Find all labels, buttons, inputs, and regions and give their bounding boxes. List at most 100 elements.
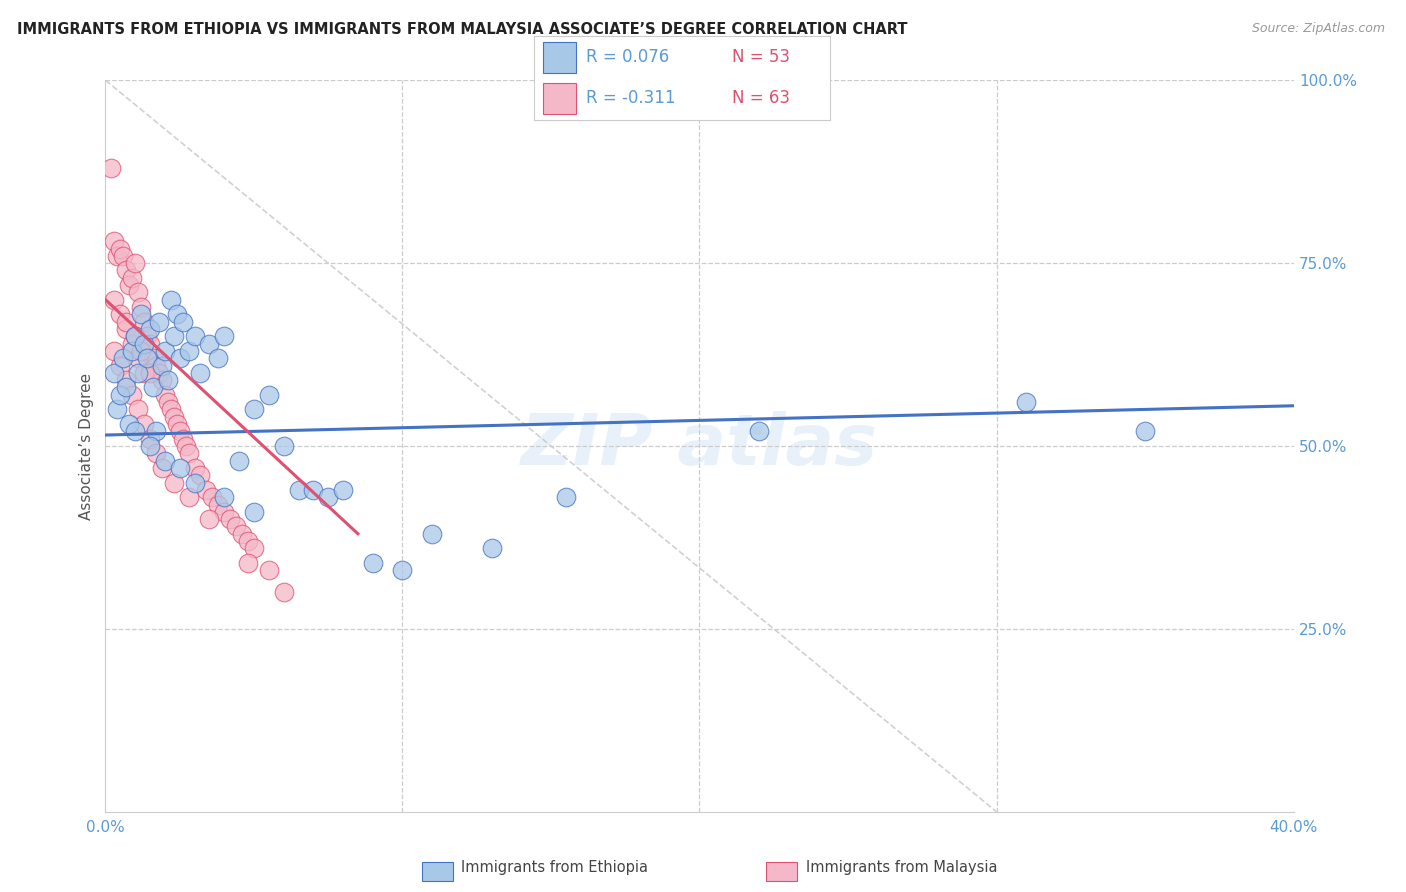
Point (183, 475, 205, 490)
Point (121, 343, 143, 358)
Point (148, 315, 170, 329)
Point (127, 366, 149, 380)
Point (316, 490, 339, 504)
Bar (543, 43, 575, 73)
Bar (543, 83, 575, 113)
Point (1133, 425, 1156, 439)
Point (132, 366, 155, 380)
Point (163, 409, 186, 424)
Point (132, 336, 155, 351)
Text: R = -0.311: R = -0.311 (586, 89, 675, 107)
Point (110, 242, 132, 256)
Point (214, 329, 236, 343)
Text: Immigrants from Ethiopia: Immigrants from Ethiopia (461, 860, 648, 874)
Point (166, 417, 188, 431)
Point (139, 336, 162, 351)
Point (273, 439, 295, 453)
Point (136, 351, 159, 366)
Point (420, 526, 443, 541)
Point (129, 343, 152, 358)
Point (1015, 395, 1038, 409)
Point (139, 366, 162, 380)
Point (177, 446, 200, 460)
Y-axis label: Associate’s Degree: Associate’s Degree (79, 373, 94, 519)
Point (148, 366, 170, 380)
Point (115, 263, 138, 277)
Text: IMMIGRANTS FROM ETHIOPIA VS IMMIGRANTS FROM MALAYSIA ASSOCIATE’S DEGREE CORRELAT: IMMIGRANTS FROM ETHIOPIA VS IMMIGRANTS F… (17, 22, 907, 37)
Point (225, 519, 247, 533)
Text: ZIP atlas: ZIP atlas (520, 411, 879, 481)
Point (145, 359, 167, 373)
Point (391, 563, 413, 577)
Point (153, 388, 176, 402)
Point (127, 285, 149, 300)
Point (121, 336, 143, 351)
Point (115, 373, 138, 387)
Point (243, 541, 266, 556)
Point (145, 425, 167, 439)
Point (243, 402, 266, 417)
Point (118, 417, 141, 431)
Point (198, 512, 221, 526)
Point (153, 343, 176, 358)
Point (166, 307, 188, 321)
Point (112, 351, 135, 366)
Point (287, 483, 309, 497)
Point (228, 453, 250, 467)
Point (139, 439, 162, 453)
Point (302, 483, 325, 497)
Point (159, 293, 181, 307)
Point (103, 366, 125, 380)
Point (139, 432, 162, 446)
Point (124, 329, 146, 343)
Point (257, 563, 280, 577)
Point (198, 336, 221, 351)
Point (110, 388, 132, 402)
Point (156, 395, 179, 409)
Point (103, 343, 125, 358)
Point (177, 343, 200, 358)
Text: N = 63: N = 63 (733, 89, 790, 107)
Point (257, 388, 280, 402)
Point (214, 490, 236, 504)
Point (243, 505, 266, 519)
Point (163, 475, 186, 490)
Point (115, 380, 138, 394)
Point (183, 329, 205, 343)
Point (172, 315, 194, 329)
Point (169, 461, 191, 475)
Point (110, 307, 132, 321)
Point (150, 461, 173, 475)
Text: N = 53: N = 53 (733, 48, 790, 66)
Point (132, 315, 155, 329)
Point (214, 505, 236, 519)
Point (481, 541, 503, 556)
Point (103, 234, 125, 248)
Point (273, 585, 295, 599)
Point (127, 402, 149, 417)
Point (124, 329, 146, 343)
Point (236, 556, 259, 570)
Point (142, 351, 165, 366)
Point (145, 446, 167, 460)
Point (142, 380, 165, 394)
Point (201, 490, 224, 504)
Point (748, 425, 770, 439)
Point (332, 483, 354, 497)
Text: Source: ZipAtlas.com: Source: ZipAtlas.com (1251, 22, 1385, 36)
Point (190, 366, 212, 380)
Point (129, 300, 152, 314)
Point (124, 256, 146, 270)
Point (236, 534, 259, 549)
Point (105, 249, 128, 263)
Point (231, 526, 253, 541)
Point (127, 351, 149, 366)
Point (219, 512, 242, 526)
Point (110, 359, 132, 373)
Point (174, 439, 197, 453)
Point (361, 556, 384, 570)
Point (112, 249, 135, 263)
Point (207, 351, 229, 366)
Point (190, 468, 212, 483)
Point (139, 322, 162, 336)
